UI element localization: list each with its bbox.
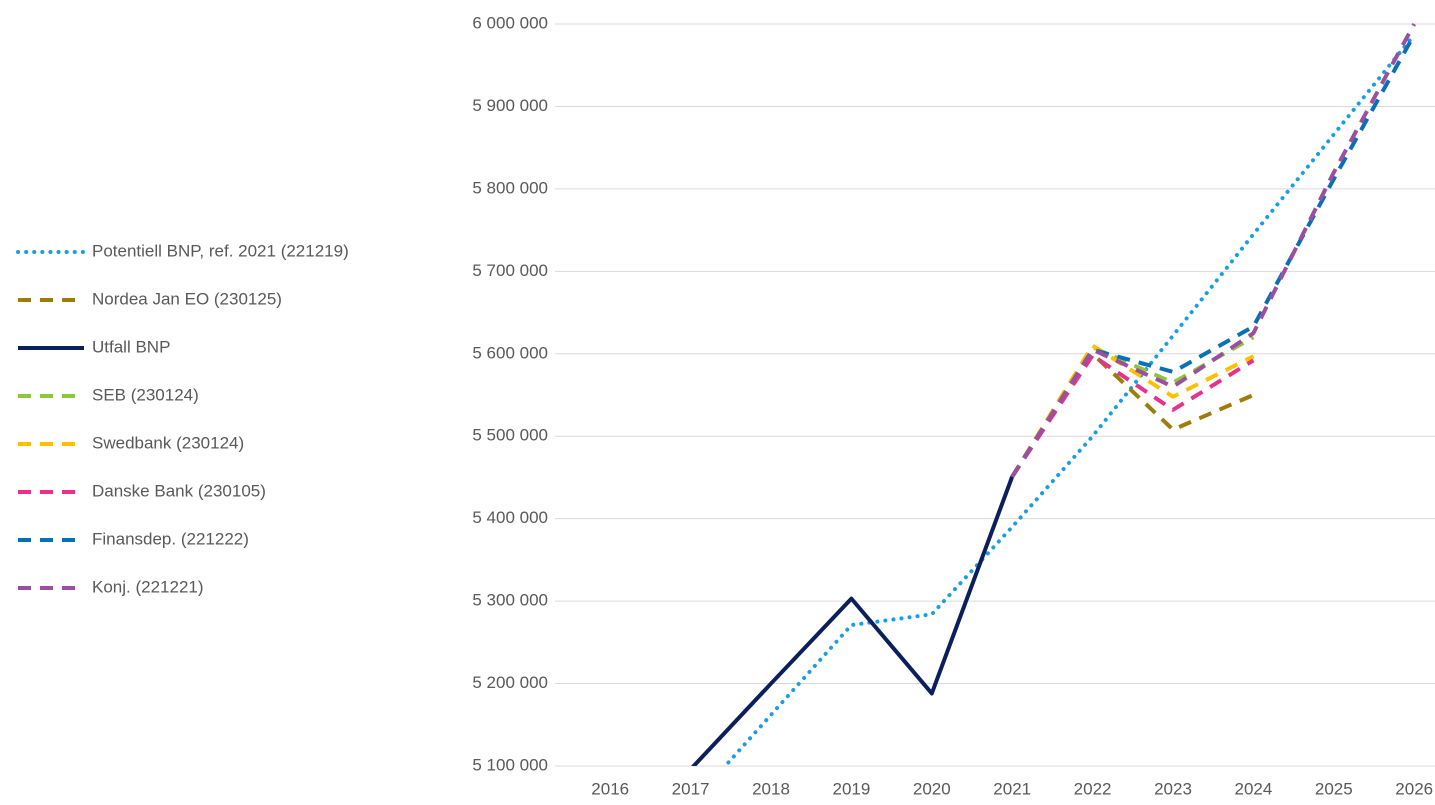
x-tick-label: 2021 [993,779,1031,798]
y-tick-label: 5 800 000 [472,178,548,197]
x-tick-label: 2020 [913,779,951,798]
legend-label: Potentiell BNP, ref. 2021 (221219) [92,241,349,260]
legend-label: Swedbank (230124) [92,433,244,452]
y-tick-label: 5 200 000 [472,673,548,692]
y-tick-label: 5 700 000 [472,261,548,280]
x-tick-label: 2023 [1154,779,1192,798]
legend: Potentiell BNP, ref. 2021 (221219) Nordea… [16,241,349,596]
plot-area [690,23,1417,766]
y-tick-label: 5 300 000 [472,591,548,610]
y-tick-label: 5 600 000 [472,343,548,362]
series-line [722,32,1417,766]
x-tick-label: 2022 [1074,779,1112,798]
legend-label: Nordea Jan EO (230125) [92,289,282,308]
legend-label: Danske Bank (230105) [92,481,266,500]
x-tick-label: 2026 [1395,779,1433,798]
legend-label: SEB (230124) [92,385,199,404]
grid: 5 100 000 5 200 000 5 300 000 5 400 000 5 50… [472,13,1435,798]
y-tick-label: 5 100 000 [472,755,548,774]
x-tick-label: 2019 [832,779,870,798]
legend-label: Konj. (221221) [92,577,204,596]
x-tick-label: 2024 [1234,779,1272,798]
series-line [1010,33,1416,478]
y-tick-label: 5 900 000 [472,96,548,115]
series-line [690,475,1015,766]
series-line [1010,343,1255,478]
y-tick-label: 5 500 000 [472,426,548,445]
y-tick-label: 5 400 000 [472,508,548,527]
x-tick-label: 2017 [672,779,710,798]
x-tick-label: 2016 [591,779,629,798]
series-line [1010,23,1416,478]
legend-label: Finansdep. (221222) [92,529,249,548]
x-tick-label: 2018 [752,779,790,798]
legend-label: Utfall BNP [92,337,170,356]
x-tick-label: 2025 [1315,779,1353,798]
y-tick-label: 6 000 000 [472,13,548,32]
